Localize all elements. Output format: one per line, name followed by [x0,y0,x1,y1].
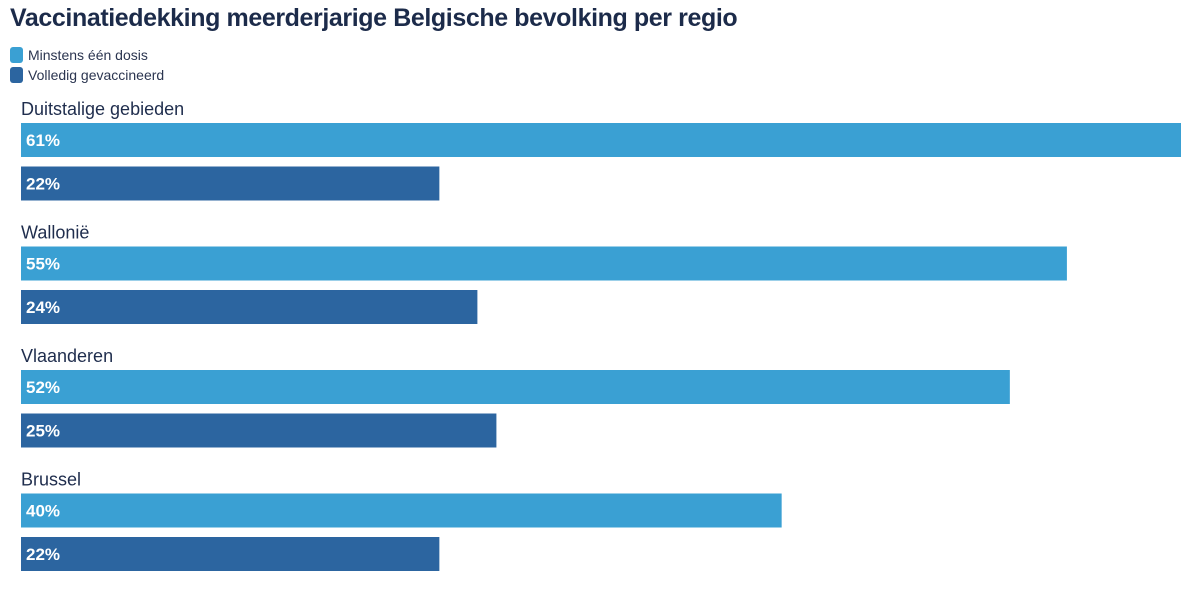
legend-swatch-fully-vaccinated [10,67,23,83]
bar-value-label: 25% [26,422,60,441]
chart-title: Vaccinatiedekking meerderjarige Belgisch… [10,4,738,32]
bar-volledig-gevaccineerd [21,166,440,201]
legend-swatch-first-dose [10,47,23,63]
bar-group-wallonie: Wallonië 55% 24% [21,223,1067,324]
bar-value-label: 24% [26,298,60,317]
bar-value-label: 22% [26,175,60,194]
bar-value-label: 52% [26,378,60,397]
bar-value-label: 40% [26,502,60,521]
bar-value-label: 55% [26,255,60,274]
bar-volledig-gevaccineerd [21,413,497,448]
bar-volledig-gevaccineerd [21,290,478,324]
legend: Minstens één dosis Volledig gevaccineerd [10,45,164,85]
legend-label-first-dose: Minstens één dosis [28,47,148,63]
bar-volledig-gevaccineerd [21,537,440,571]
bar-group-vlaanderen: Vlaanderen 52% 25% [21,346,1010,448]
bar-minstens-een-dosis [21,493,782,528]
bar-minstens-een-dosis [21,246,1067,281]
category-label: Vlaanderen [21,346,113,366]
legend-label-fully-vaccinated: Volledig gevaccineerd [28,67,165,83]
bar-group-duitstalige-gebieden: Duitstalige gebieden 61% 22% [21,99,1181,201]
legend-item-fully-vaccinated: Volledig gevaccineerd [10,65,164,85]
category-label: Duitstalige gebieden [21,99,184,119]
category-label: Wallonië [21,223,89,243]
bar-value-label: 61% [26,131,60,150]
legend-item-first-dose: Minstens één dosis [10,45,164,65]
category-label: Brussel [21,470,81,490]
bar-minstens-een-dosis [21,370,1010,404]
bar-group-brussel: Brussel 40% 22% [21,470,782,571]
bar-minstens-een-dosis [21,123,1181,157]
bar-value-label: 22% [26,545,60,564]
